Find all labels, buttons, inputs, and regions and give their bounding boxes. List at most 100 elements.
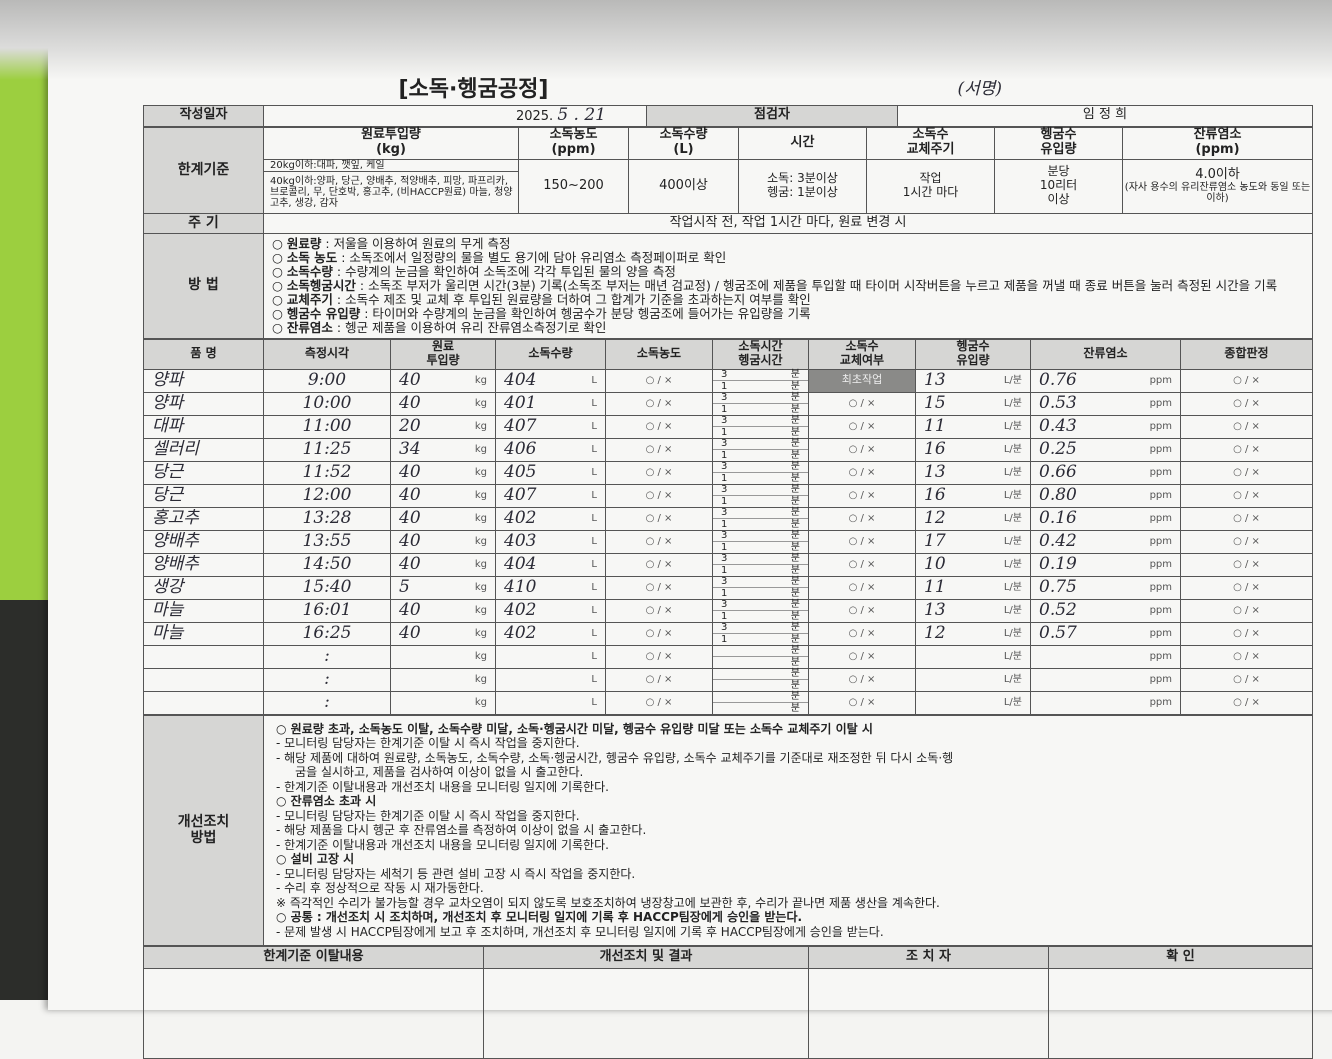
ox-check[interactable]: ○ / × [606, 668, 713, 691]
ox-check[interactable]: ○ / × [606, 484, 713, 507]
disinfect-volume-value: 402 [504, 601, 536, 620]
page-fold-shadow [0, 0, 1332, 80]
ox-check[interactable]: ○ / × [809, 553, 916, 576]
raw-amount-unit: kg [475, 513, 487, 525]
ox-check[interactable]: ○ / × [606, 553, 713, 576]
ox-check[interactable]: ○ / × [809, 668, 916, 691]
ox-check[interactable]: ○ / × [809, 622, 916, 645]
disinfect-volume-unit: L [591, 651, 597, 663]
ox-check[interactable]: ○ / × [1181, 392, 1313, 415]
actor-field[interactable] [809, 969, 1049, 1059]
ox-check[interactable]: ○ / × [809, 599, 916, 622]
ox-check[interactable]: ○ / × [606, 461, 713, 484]
rinse-inflow: L/분 [916, 645, 1031, 668]
chlorine-limit: 4.0이하 [1123, 168, 1312, 183]
ox-check[interactable]: ○ / × [606, 415, 713, 438]
ox-check[interactable]: ○ / × [1181, 599, 1313, 622]
rinse-inflow-value: 16 [924, 440, 946, 459]
ox-check[interactable]: ○ / × [1181, 369, 1313, 392]
ox-check[interactable]: ○ / × [809, 645, 916, 668]
item-name: 마늘 [144, 622, 264, 645]
rinse-inflow-unit: L/분 [1004, 490, 1022, 502]
ox-check[interactable]: ○ / × [1181, 576, 1313, 599]
ox-check[interactable]: ○ / × [809, 576, 916, 599]
rinse-inflow-unit: L/분 [1004, 582, 1022, 594]
corrective-label: 개선조치 방법 [144, 715, 264, 946]
disinfect-volume-unit: L [591, 697, 597, 709]
measure-time: 16:25 [264, 622, 391, 645]
ox-check[interactable]: ○ / × [606, 369, 713, 392]
ox-check[interactable]: ○ / × [1181, 484, 1313, 507]
min-unit: 분 [791, 438, 800, 449]
ox-check[interactable]: ○ / × [606, 507, 713, 530]
item-name-value: 당근 [152, 486, 183, 505]
item-name-value: 홍고추 [152, 509, 199, 528]
ox-check[interactable]: ○ / × [809, 484, 916, 507]
action-field[interactable] [484, 969, 809, 1059]
limit-header: 헹굼수 유입량 [995, 127, 1123, 159]
ox-check[interactable]: ○ / × [1181, 438, 1313, 461]
ox-check[interactable]: ○ / × [809, 530, 916, 553]
corrective-line: ○ 설비 고장 시 [276, 852, 1300, 867]
disinfect-volume-value: 410 [504, 578, 536, 597]
method-item: ○ 소독 농도 : 소독조에서 일정량의 물을 별도 용기에 담아 유리염소 측… [272, 251, 1304, 265]
ox-check[interactable]: ○ / × [809, 438, 916, 461]
ox-check[interactable]: ○ / × [606, 392, 713, 415]
ox-check[interactable]: ○ / × [606, 530, 713, 553]
ox-check[interactable]: ○ / × [1181, 530, 1313, 553]
ox-check[interactable]: ○ / × [606, 576, 713, 599]
ox-check[interactable]: ○ / × [606, 691, 713, 714]
disinfect-volume-unit: L [591, 559, 597, 571]
ox-check[interactable]: ○ / × [809, 392, 916, 415]
ox-check[interactable]: ○ / × [809, 691, 916, 714]
ox-check[interactable]: ○ / × [1181, 461, 1313, 484]
ox-check[interactable]: ○ / × [606, 438, 713, 461]
confirm-field[interactable] [1049, 969, 1313, 1059]
ox-check[interactable]: ○ / × [1181, 622, 1313, 645]
min-unit: 분 [791, 369, 800, 380]
ox-check[interactable]: ○ / × [1181, 507, 1313, 530]
ox-check[interactable]: ○ / × [809, 461, 916, 484]
ox-check[interactable]: ○ / × [1181, 668, 1313, 691]
ox-check[interactable]: ○ / × [606, 599, 713, 622]
corrective-line: 굼을 실시하고, 제품을 검사하여 이상이 없을 시 출고한다. [276, 765, 1300, 780]
method-text: : 소독조에서 일정량의 물을 별도 용기에 담아 유리염소 측정페이퍼로 확인 [337, 250, 726, 265]
limits-label: 한계기준 [144, 127, 264, 213]
measure-time-value: 16:25 [303, 624, 352, 643]
residual-chlorine-value: 0.43 [1039, 417, 1077, 436]
ox-check[interactable]: ○ / × [1181, 691, 1313, 714]
ox-check[interactable]: ○ / × [606, 622, 713, 645]
deviation-field[interactable] [144, 969, 484, 1059]
min-unit: 분 [791, 473, 800, 484]
min-unit: 분 [791, 381, 800, 392]
ox-check[interactable]: ○ / × [1181, 415, 1313, 438]
disinfect-volume-value: 402 [504, 509, 536, 528]
ox-check[interactable]: ○ / × [809, 507, 916, 530]
ox-mark: ○ / × [646, 559, 673, 570]
ox-mark: ○ / × [646, 490, 673, 501]
ox-mark: ○ / × [849, 559, 876, 570]
ox-check[interactable]: ○ / × [809, 415, 916, 438]
ox-check[interactable]: ○ / × [1181, 645, 1313, 668]
signature: (서명) [898, 75, 1313, 105]
ox-check[interactable]: ○ / × [606, 645, 713, 668]
log-header: 원료 투입량 [391, 339, 496, 369]
date-printed: 2025. [516, 109, 553, 124]
ox-check[interactable]: ○ / × [1181, 553, 1313, 576]
ox-mark: ○ / × [849, 697, 876, 708]
disinfect-time-value: 3 [721, 507, 727, 518]
ox-mark: ○ / × [849, 628, 876, 639]
disinfect-volume-unit: L [591, 536, 597, 548]
